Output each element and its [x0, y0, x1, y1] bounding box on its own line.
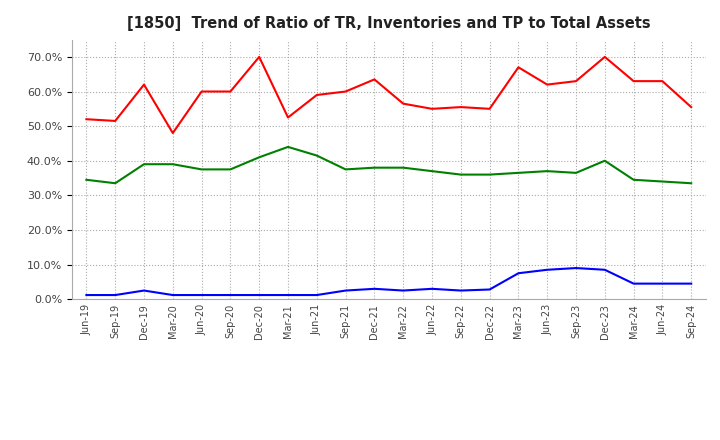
Trade Receivables: [600, 54, 609, 59]
Trade Payables: [485, 172, 494, 177]
Line: Inventories: Inventories: [86, 268, 691, 295]
Trade Payables: [111, 180, 120, 186]
Inventories: [629, 281, 638, 286]
Trade Receivables: [514, 65, 523, 70]
Trade Payables: [543, 169, 552, 174]
Title: [1850]  Trend of Ratio of TR, Inventories and TP to Total Assets: [1850] Trend of Ratio of TR, Inventories…: [127, 16, 651, 32]
Inventories: [572, 265, 580, 271]
Trade Payables: [456, 172, 465, 177]
Inventories: [399, 288, 408, 293]
Trade Payables: [255, 154, 264, 160]
Trade Receivables: [543, 82, 552, 87]
Trade Payables: [572, 170, 580, 176]
Trade Receivables: [572, 78, 580, 84]
Trade Payables: [687, 180, 696, 186]
Trade Receivables: [370, 77, 379, 82]
Trade Payables: [312, 153, 321, 158]
Trade Receivables: [629, 78, 638, 84]
Trade Payables: [341, 167, 350, 172]
Trade Receivables: [284, 115, 292, 120]
Trade Receivables: [485, 106, 494, 111]
Trade Payables: [168, 161, 177, 167]
Line: Trade Receivables: Trade Receivables: [86, 57, 691, 133]
Trade Receivables: [197, 89, 206, 94]
Inventories: [456, 288, 465, 293]
Inventories: [543, 267, 552, 272]
Inventories: [370, 286, 379, 291]
Trade Receivables: [658, 78, 667, 84]
Trade Payables: [226, 167, 235, 172]
Inventories: [140, 288, 148, 293]
Inventories: [197, 293, 206, 298]
Line: Trade Payables: Trade Payables: [86, 147, 691, 183]
Trade Receivables: [140, 82, 148, 87]
Inventories: [428, 286, 436, 291]
Inventories: [284, 293, 292, 298]
Inventories: [485, 287, 494, 292]
Trade Payables: [428, 169, 436, 174]
Trade Receivables: [428, 106, 436, 111]
Inventories: [600, 267, 609, 272]
Trade Payables: [514, 170, 523, 176]
Inventories: [226, 293, 235, 298]
Trade Payables: [284, 144, 292, 150]
Trade Receivables: [312, 92, 321, 98]
Inventories: [255, 293, 264, 298]
Trade Receivables: [111, 118, 120, 124]
Trade Receivables: [341, 89, 350, 94]
Trade Payables: [629, 177, 638, 183]
Trade Receivables: [399, 101, 408, 106]
Trade Receivables: [687, 104, 696, 110]
Trade Payables: [658, 179, 667, 184]
Trade Payables: [140, 161, 148, 167]
Inventories: [168, 293, 177, 298]
Inventories: [341, 288, 350, 293]
Trade Receivables: [456, 104, 465, 110]
Trade Receivables: [255, 54, 264, 59]
Inventories: [82, 293, 91, 298]
Inventories: [111, 293, 120, 298]
Trade Receivables: [168, 130, 177, 136]
Inventories: [514, 271, 523, 276]
Inventories: [658, 281, 667, 286]
Trade Receivables: [82, 117, 91, 122]
Trade Payables: [399, 165, 408, 170]
Trade Receivables: [226, 89, 235, 94]
Trade Payables: [197, 167, 206, 172]
Trade Payables: [600, 158, 609, 163]
Inventories: [687, 281, 696, 286]
Trade Payables: [370, 165, 379, 170]
Trade Payables: [82, 177, 91, 183]
Inventories: [312, 293, 321, 298]
